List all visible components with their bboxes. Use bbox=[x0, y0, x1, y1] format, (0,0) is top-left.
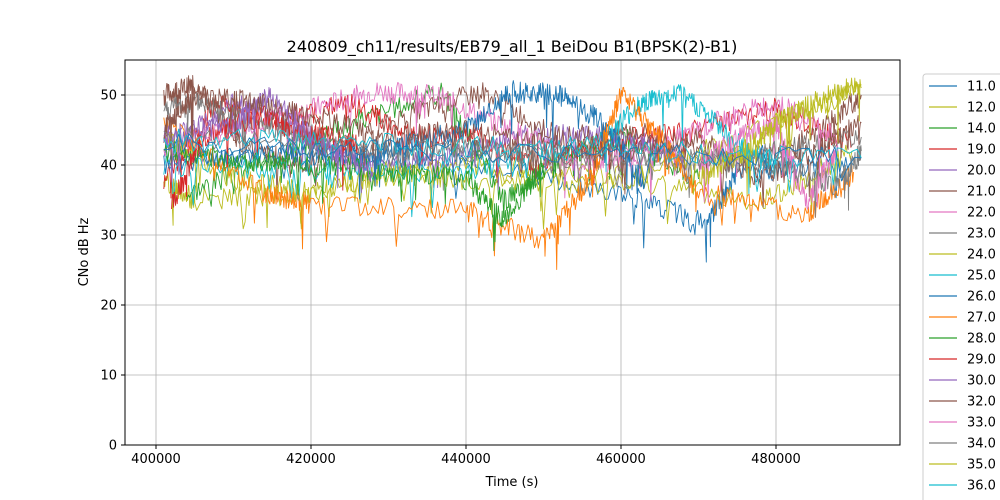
legend-label: 36.0 bbox=[967, 479, 996, 494]
legend-label: 24.0 bbox=[967, 248, 996, 263]
series-line-30.0 bbox=[163, 86, 374, 189]
x-tick-label: 400000 bbox=[131, 452, 181, 467]
legend-label: 27.0 bbox=[967, 311, 996, 326]
x-tick-label: 460000 bbox=[596, 452, 646, 467]
y-tick-label: 40 bbox=[100, 159, 117, 174]
legend-entry: 12.0 bbox=[929, 101, 996, 116]
legend-label: 34.0 bbox=[967, 437, 996, 452]
legend-label: 11.0 bbox=[967, 80, 996, 95]
legend-entry: 30.0 bbox=[929, 374, 996, 389]
legend-box bbox=[922, 73, 1000, 500]
series-line-22.0 bbox=[163, 82, 839, 202]
legend-label: 26.0 bbox=[967, 290, 996, 305]
x-axis-label: Time (s) bbox=[485, 475, 539, 490]
legend-entry: 14.0 bbox=[929, 122, 996, 137]
legend-label: 30.0 bbox=[967, 374, 996, 389]
y-axis-label: CNo dB Hz bbox=[77, 217, 92, 286]
series-line-35.0 bbox=[698, 77, 862, 197]
legend-entry: 32.0 bbox=[929, 395, 996, 410]
legend-label: 29.0 bbox=[967, 353, 996, 368]
legend-entry: 24.0 bbox=[929, 248, 996, 263]
series-line-26.0 bbox=[163, 80, 645, 200]
legend-entry: 36.0 bbox=[929, 479, 996, 494]
axis-ticks: 400000 420000 440000 460000 480000 0 10 20 30 40 5… bbox=[100, 89, 800, 468]
legend-label: 23.0 bbox=[967, 227, 996, 242]
series-line-33.0 bbox=[698, 114, 839, 210]
legend-label: 20.0 bbox=[967, 164, 996, 179]
legend-entry: 11.0 bbox=[929, 80, 996, 95]
legend: 11.0 12.0 14.0 19.0 20.0 21.0 22.0 23.0 24.0 25.0… bbox=[922, 73, 1000, 500]
legend-entry: 25.0 bbox=[929, 269, 996, 284]
legend-entry: 23.0 bbox=[929, 227, 996, 242]
series-line-34.0 bbox=[163, 127, 862, 218]
legend-label: 33.0 bbox=[967, 416, 996, 431]
series-lines bbox=[163, 74, 862, 270]
legend-entry: 34.0 bbox=[929, 437, 996, 452]
legend-entry: 19.0 bbox=[929, 143, 996, 158]
legend-entry: 33.0 bbox=[929, 416, 996, 431]
legend-label: 25.0 bbox=[967, 269, 996, 284]
legend-entry: 26.0 bbox=[929, 290, 996, 305]
legend-entry: 29.0 bbox=[929, 353, 996, 368]
plot-area-frame bbox=[124, 59, 901, 446]
series-line-36.0 bbox=[163, 128, 862, 193]
legend-label: 35.0 bbox=[967, 458, 996, 473]
series-line-28.0 bbox=[163, 140, 544, 252]
series-line-37.0 bbox=[163, 132, 862, 199]
x-tick-label: 440000 bbox=[441, 452, 491, 467]
legend-entry: 28.0 bbox=[929, 332, 996, 347]
series-line-27.0 bbox=[163, 86, 854, 270]
x-tick-label: 420000 bbox=[286, 452, 336, 467]
chart-title: 240809_ch11/results/EB79_all_1 BeiDou B1… bbox=[287, 37, 738, 57]
legend-label: 28.0 bbox=[967, 332, 996, 347]
legend-label: 14.0 bbox=[967, 122, 996, 137]
y-tick-label: 50 bbox=[100, 89, 117, 104]
legend-label: 19.0 bbox=[967, 143, 996, 158]
legend-entry: 22.0 bbox=[929, 206, 996, 221]
legend-entry: 35.0 bbox=[929, 458, 996, 473]
legend-label: 32.0 bbox=[967, 395, 996, 410]
legend-entry: 20.0 bbox=[929, 164, 996, 179]
y-tick-label: 30 bbox=[100, 229, 117, 244]
y-tick-label: 10 bbox=[100, 369, 117, 384]
x-tick-label: 480000 bbox=[751, 452, 801, 467]
legend-label: 12.0 bbox=[967, 101, 996, 116]
legend-entry: 21.0 bbox=[929, 185, 996, 200]
legend-label: 21.0 bbox=[967, 185, 996, 200]
legend-entry: 27.0 bbox=[929, 311, 996, 326]
y-tick-label: 20 bbox=[100, 299, 117, 314]
y-tick-label: 0 bbox=[109, 439, 117, 454]
series-line-29.0 bbox=[171, 105, 358, 210]
legend-label: 22.0 bbox=[967, 206, 996, 221]
